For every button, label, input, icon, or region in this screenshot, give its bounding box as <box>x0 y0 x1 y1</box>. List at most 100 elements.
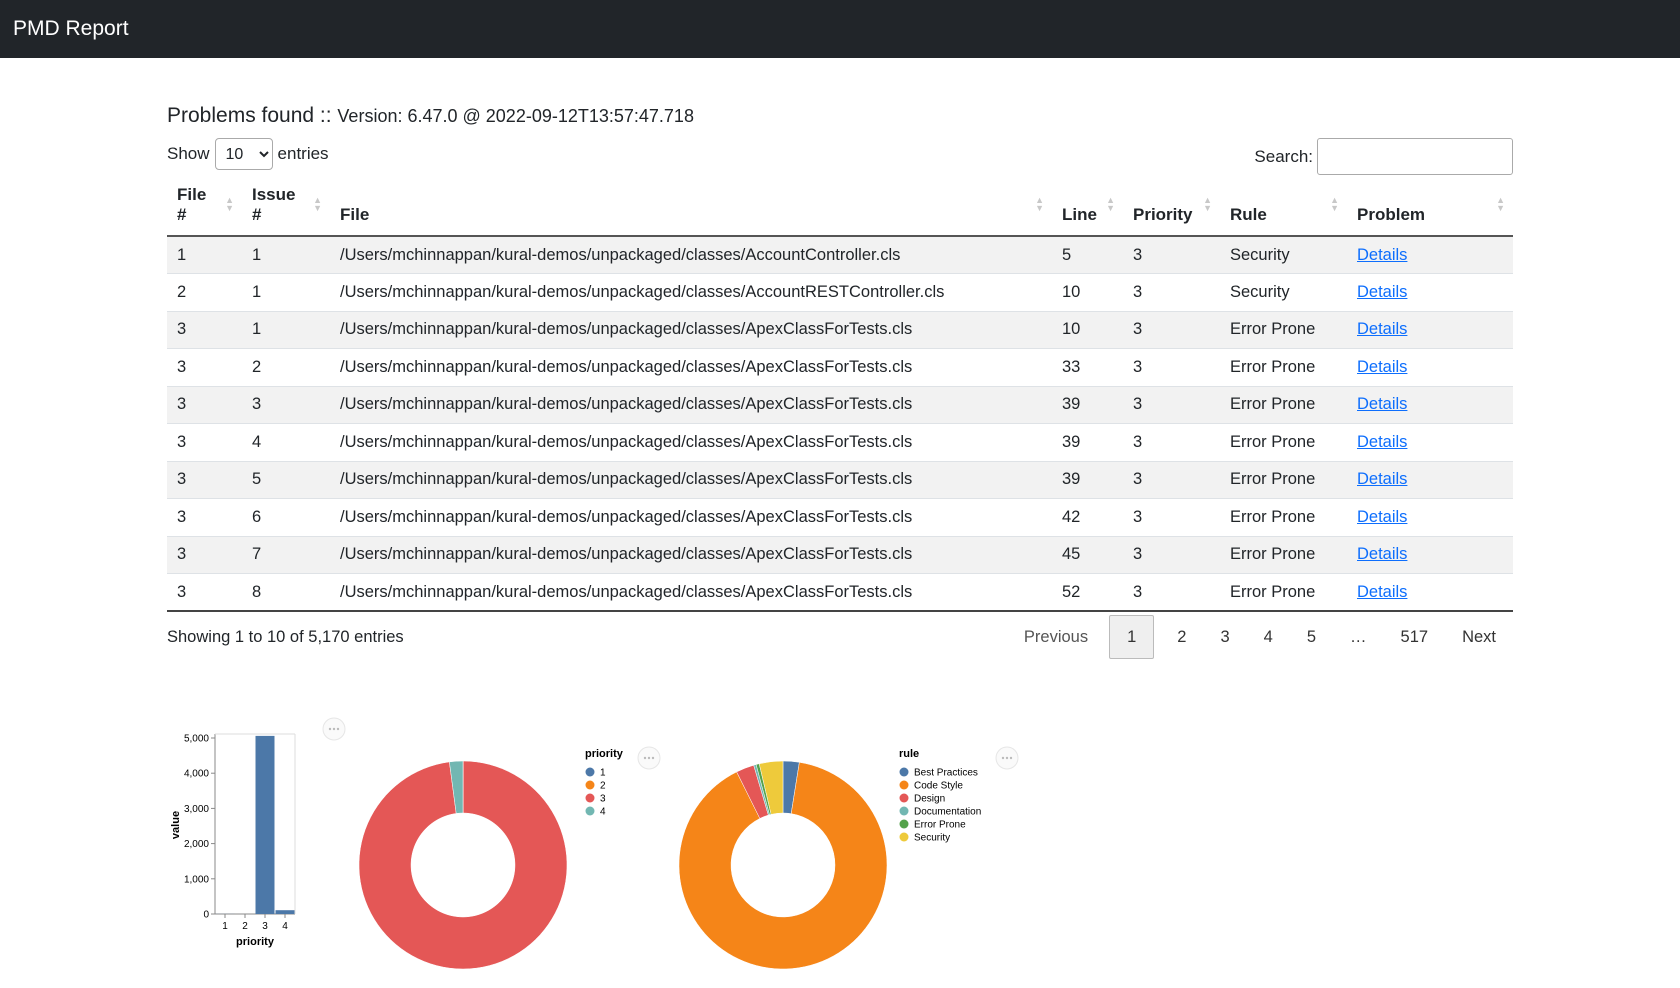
page-button[interactable]: 4 <box>1247 615 1290 659</box>
legend-swatch <box>586 807 595 816</box>
col-line[interactable]: Line▲▼ <box>1052 180 1123 236</box>
cell-problem: Details <box>1347 536 1513 574</box>
details-link[interactable]: Details <box>1357 283 1407 301</box>
search-filter: Search: <box>1254 138 1513 175</box>
col-priority[interactable]: Priority▲▼ <box>1123 180 1220 236</box>
cell-rule: Error Prone <box>1220 311 1347 349</box>
col-file[interactable]: File▲▼ <box>330 180 1052 236</box>
page-button[interactable]: 1 <box>1109 615 1154 659</box>
cell-problem: Details <box>1347 236 1513 274</box>
legend-swatch <box>900 794 909 803</box>
cell-rule: Error Prone <box>1220 349 1347 387</box>
legend-swatch <box>900 768 909 777</box>
sort-icon: ▲▼ <box>1203 196 1212 212</box>
sort-asc-icon: ▲▼ <box>225 196 234 212</box>
cell-line: 42 <box>1052 499 1123 537</box>
cell-problem: Details <box>1347 499 1513 537</box>
legend-swatch <box>586 794 595 803</box>
y-tick-label: 5,000 <box>184 734 209 745</box>
legend-swatch <box>900 820 909 829</box>
details-link[interactable]: Details <box>1357 545 1407 563</box>
legend-label: Code Style <box>914 781 963 792</box>
legend-swatch <box>900 807 909 816</box>
page-button[interactable]: 2 <box>1160 615 1203 659</box>
page-button[interactable]: 517 <box>1384 615 1446 659</box>
page-button[interactable]: … <box>1333 615 1384 659</box>
more-options-icon[interactable] <box>638 747 660 769</box>
details-link[interactable]: Details <box>1357 470 1407 488</box>
details-link[interactable]: Details <box>1357 433 1407 451</box>
legend-swatch <box>586 768 595 777</box>
previous-page-button[interactable]: Previous <box>1007 615 1105 659</box>
more-dot <box>1002 757 1004 759</box>
search-label: Search: <box>1254 147 1313 167</box>
entries-length-control: Show 10 entries <box>167 138 329 170</box>
cell-priority: 3 <box>1123 311 1220 349</box>
details-link[interactable]: Details <box>1357 395 1407 413</box>
col-problem[interactable]: Problem▲▼ <box>1347 180 1513 236</box>
table-info: Showing 1 to 10 of 5,170 entries <box>167 628 404 647</box>
search-input[interactable] <box>1317 138 1513 175</box>
cell-file-num: 3 <box>167 499 242 537</box>
cell-problem: Details <box>1347 386 1513 424</box>
col-rule[interactable]: Rule▲▼ <box>1220 180 1347 236</box>
cell-priority: 3 <box>1123 536 1220 574</box>
cell-issue-num: 2 <box>242 349 330 387</box>
cell-file: /Users/mchinnappan/kural-demos/unpackage… <box>330 386 1052 424</box>
show-label: Show <box>167 144 210 164</box>
details-link[interactable]: Details <box>1357 583 1407 601</box>
col-file-num[interactable]: File#▲▼ <box>167 180 242 236</box>
y-axis-title: value <box>170 811 182 839</box>
more-dot <box>333 728 335 730</box>
cell-file: /Users/mchinnappan/kural-demos/unpackage… <box>330 536 1052 574</box>
cell-rule: Error Prone <box>1220 424 1347 462</box>
legend-label: Design <box>914 794 945 805</box>
cell-issue-num: 8 <box>242 574 330 612</box>
more-options-icon[interactable] <box>996 747 1018 769</box>
table-header-row: File#▲▼ Issue#▲▼ File▲▼ Line▲▼ Priority▲… <box>167 180 1513 236</box>
legend-label: Best Practices <box>914 768 978 779</box>
cell-file-num: 3 <box>167 536 242 574</box>
y-tick-label: 2,000 <box>184 839 209 850</box>
cell-file: /Users/mchinnappan/kural-demos/unpackage… <box>330 274 1052 312</box>
cell-problem: Details <box>1347 311 1513 349</box>
cell-file-num: 3 <box>167 424 242 462</box>
problems-table: File#▲▼ Issue#▲▼ File▲▼ Line▲▼ Priority▲… <box>167 180 1513 612</box>
cell-priority: 3 <box>1123 574 1220 612</box>
brand-title[interactable]: PMD Report <box>13 17 129 41</box>
cell-file-num: 3 <box>167 349 242 387</box>
legend-label: 4 <box>600 807 606 818</box>
details-link[interactable]: Details <box>1357 358 1407 376</box>
more-dot <box>644 757 646 759</box>
cell-issue-num: 1 <box>242 311 330 349</box>
details-link[interactable]: Details <box>1357 246 1407 264</box>
cell-issue-num: 4 <box>242 424 330 462</box>
page-button[interactable]: 3 <box>1203 615 1246 659</box>
cell-issue-num: 3 <box>242 386 330 424</box>
page-button[interactable]: 5 <box>1290 615 1333 659</box>
cell-priority: 3 <box>1123 461 1220 499</box>
more-options-icon[interactable] <box>323 718 345 740</box>
more-dot <box>1010 757 1012 759</box>
details-link[interactable]: Details <box>1357 508 1407 526</box>
legend-title: priority <box>585 748 624 760</box>
legend-label: Error Prone <box>914 820 966 831</box>
more-dot <box>329 728 331 730</box>
cell-priority: 3 <box>1123 274 1220 312</box>
entries-select[interactable]: 10 <box>215 138 273 170</box>
col-issue-num[interactable]: Issue#▲▼ <box>242 180 330 236</box>
sort-icon: ▲▼ <box>1035 196 1044 212</box>
page-title: Problems found :: Version: 6.47.0 @ 2022… <box>167 104 694 128</box>
next-page-button[interactable]: Next <box>1445 615 1513 659</box>
details-link[interactable]: Details <box>1357 320 1407 338</box>
cell-rule: Error Prone <box>1220 461 1347 499</box>
sort-icon: ▲▼ <box>1330 196 1339 212</box>
cell-problem: Details <box>1347 274 1513 312</box>
